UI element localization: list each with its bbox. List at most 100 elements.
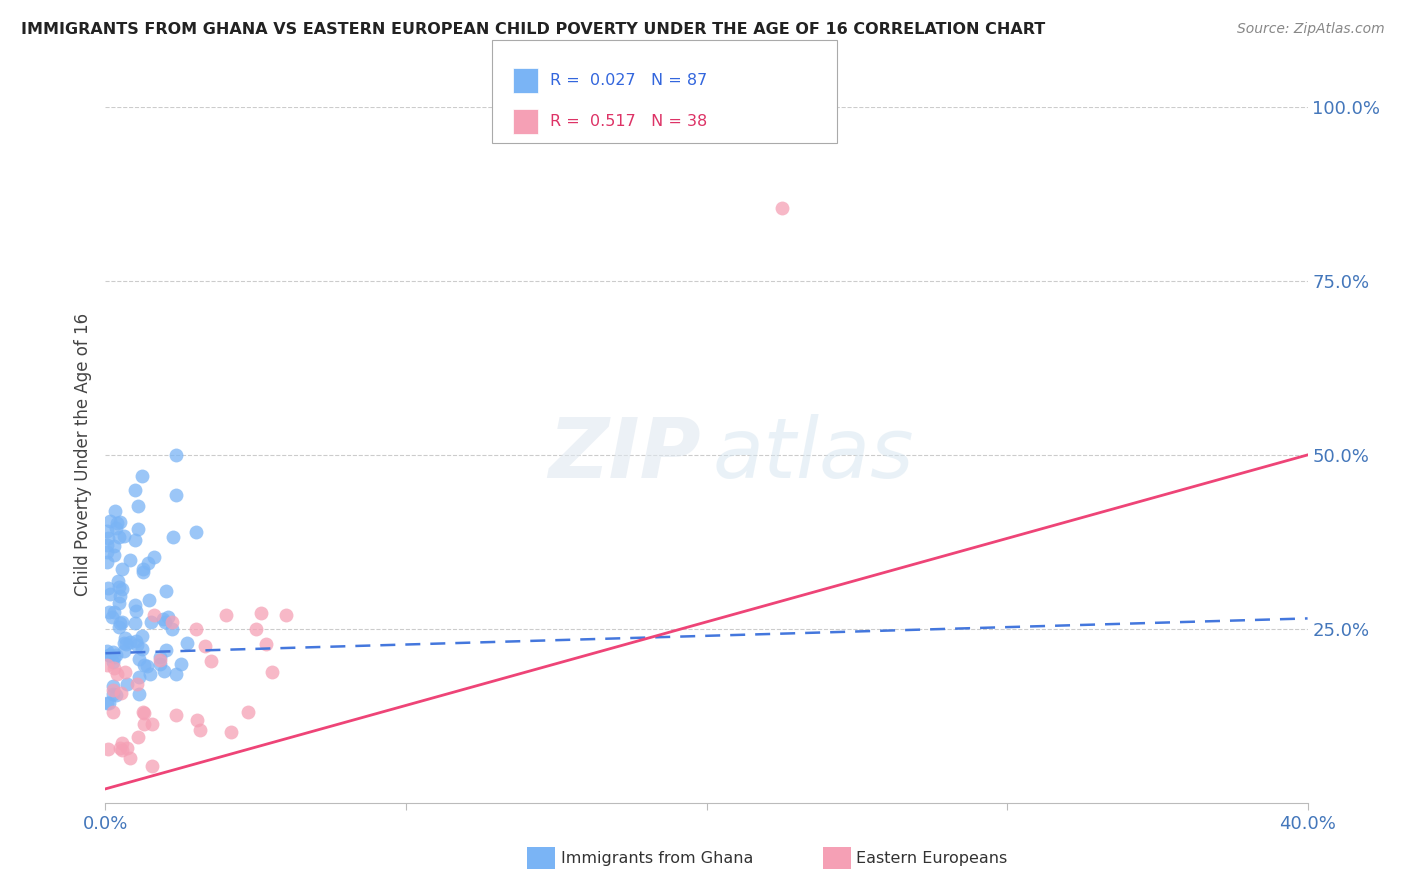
Point	[103, 706, 125, 720]
Text: Source: ZipAtlas.com: Source: ZipAtlas.com	[1237, 22, 1385, 37]
Point	[152, 612, 174, 626]
Point	[131, 642, 153, 657]
Point	[101, 645, 124, 659]
Point	[186, 524, 208, 539]
Point	[120, 634, 142, 648]
Point	[97, 696, 120, 710]
Point	[114, 643, 136, 657]
Point	[111, 562, 134, 576]
Point	[165, 448, 187, 462]
Point	[111, 615, 134, 629]
Point	[97, 742, 120, 756]
Point	[103, 605, 125, 619]
Point	[97, 606, 120, 620]
Point	[188, 723, 211, 737]
Point	[149, 657, 172, 671]
Point	[134, 706, 156, 720]
Point	[184, 622, 207, 636]
Point	[149, 653, 172, 667]
Point	[112, 529, 135, 543]
Point	[155, 642, 177, 657]
Point	[254, 637, 277, 651]
Point	[108, 740, 131, 755]
Point	[124, 633, 146, 648]
Point	[250, 606, 273, 620]
Point	[120, 553, 142, 567]
Point	[125, 604, 148, 618]
Point	[127, 730, 149, 744]
Point	[136, 556, 159, 570]
Point	[96, 657, 118, 672]
Point	[132, 717, 155, 731]
Text: atlas: atlas	[713, 415, 914, 495]
Point	[107, 596, 129, 610]
Point	[101, 610, 124, 624]
Point	[132, 658, 155, 673]
Point	[96, 524, 118, 539]
Point	[155, 583, 177, 598]
Point	[110, 686, 132, 700]
Point	[98, 587, 121, 601]
Point	[128, 687, 150, 701]
Point	[125, 638, 148, 652]
Point	[101, 687, 124, 701]
Point	[112, 636, 135, 650]
Text: R =  0.027   N = 87: R = 0.027 N = 87	[550, 72, 707, 87]
Point	[131, 468, 153, 483]
Point	[160, 622, 183, 636]
Point	[96, 644, 118, 658]
Point	[107, 574, 129, 588]
Text: ZIP: ZIP	[548, 415, 700, 495]
Point	[107, 580, 129, 594]
Point	[124, 483, 146, 497]
Text: Eastern Europeans: Eastern Europeans	[856, 851, 1008, 865]
Point	[108, 616, 131, 631]
Point	[104, 504, 127, 518]
Point	[274, 607, 297, 622]
Point	[104, 521, 127, 535]
Point	[105, 516, 128, 530]
Point	[96, 537, 118, 551]
Point	[96, 555, 118, 569]
Point	[103, 548, 125, 562]
Text: IMMIGRANTS FROM GHANA VS EASTERN EUROPEAN CHILD POVERTY UNDER THE AGE OF 16 CORR: IMMIGRANTS FROM GHANA VS EASTERN EUROPEA…	[21, 22, 1045, 37]
Point	[105, 688, 128, 702]
Point	[245, 622, 267, 636]
Point	[219, 725, 242, 739]
Point	[200, 654, 222, 668]
Point	[115, 676, 138, 690]
Point	[132, 565, 155, 579]
Point	[105, 648, 128, 662]
Point	[103, 656, 125, 670]
Point	[143, 549, 166, 564]
Point	[98, 648, 121, 662]
Point	[115, 637, 138, 651]
Point	[105, 667, 128, 681]
Y-axis label: Child Poverty Under the Age of 16: Child Poverty Under the Age of 16	[75, 313, 93, 597]
Point	[157, 609, 180, 624]
Point	[238, 705, 260, 719]
Point	[97, 582, 120, 596]
Point	[98, 648, 121, 663]
Point	[165, 488, 187, 502]
Point	[96, 696, 118, 710]
Point	[108, 515, 131, 529]
Point	[101, 679, 124, 693]
Point	[111, 736, 134, 750]
Point	[162, 531, 184, 545]
Point	[114, 665, 136, 679]
Point	[111, 582, 134, 596]
Point	[132, 706, 155, 720]
Point	[101, 682, 124, 697]
Point	[98, 514, 121, 528]
Point	[141, 717, 163, 731]
Point	[169, 657, 191, 671]
Point	[138, 592, 160, 607]
Point	[152, 664, 174, 678]
Point	[214, 607, 236, 622]
Point	[124, 533, 146, 547]
Point	[128, 670, 150, 684]
Point	[120, 751, 142, 765]
Point	[186, 713, 208, 727]
Point	[160, 615, 183, 629]
